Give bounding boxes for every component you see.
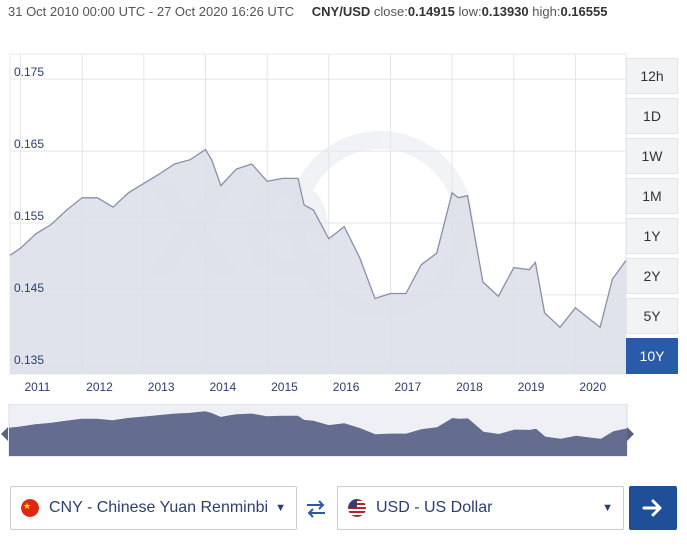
close-label: close:	[373, 4, 408, 19]
currency-pair: CNY/USD	[311, 4, 371, 19]
range-button-2y[interactable]: 2Y	[626, 258, 678, 294]
swap-arrows-icon[interactable]	[303, 497, 329, 521]
close-value: 0.14915	[407, 4, 455, 19]
to-currency-label: USD - US Dollar	[376, 499, 493, 516]
x-tick-label: 2016	[333, 380, 360, 394]
range-selector: 12h 1D 1W 1M 1Y 2Y 5Y 10Y	[626, 58, 678, 378]
china-flag-icon	[21, 499, 39, 517]
range-button-1w[interactable]: 1W	[626, 138, 678, 174]
low-value: 0.13930	[481, 4, 529, 19]
x-tick-label: 2015	[271, 380, 298, 394]
x-tick-label: 2011	[24, 380, 50, 394]
range-button-1m[interactable]: 1M	[626, 178, 678, 214]
chevron-down-icon: ▼	[275, 502, 286, 514]
y-tick-label: 0.155	[14, 209, 44, 223]
series-line	[9, 148, 627, 329]
y-tick-label: 0.145	[14, 281, 44, 295]
chevron-down-icon: ▼	[602, 502, 613, 514]
x-tick-label: 2013	[148, 380, 175, 394]
to-currency-select[interactable]: USD - US Dollar ▼	[337, 486, 624, 530]
x-tick-label: 2012	[86, 380, 113, 394]
us-flag-icon	[348, 499, 366, 517]
navigator-scrollbar[interactable]	[0, 404, 640, 458]
x-tick-label: 2020	[579, 380, 606, 394]
navigator-right-handle-icon[interactable]	[627, 427, 634, 441]
navigator-area	[9, 411, 627, 456]
arrow-right-icon	[642, 499, 662, 517]
x-tick-label: 2017	[394, 380, 421, 394]
range-button-1y[interactable]: 1Y	[626, 218, 678, 254]
range-button-12h[interactable]: 12h	[626, 58, 678, 94]
low-label: low:	[458, 4, 482, 19]
high-value: 0.16555	[560, 4, 608, 19]
date-range: 31 Oct 2010 00:00 UTC - 27 Oct 2020 16:2…	[8, 4, 295, 19]
x-tick-label: 2014	[209, 380, 236, 394]
navigator-left-handle-icon[interactable]	[1, 427, 8, 441]
convert-go-button[interactable]	[629, 486, 677, 530]
y-tick-label: 0.175	[14, 65, 44, 79]
x-tick-label: 2018	[456, 380, 483, 394]
y-tick-label: 0.165	[14, 137, 44, 151]
high-label: high:	[532, 4, 561, 19]
range-button-5y[interactable]: 5Y	[626, 298, 678, 334]
series-area	[10, 149, 626, 374]
chart-header: 31 Oct 2010 00:00 UTC - 27 Oct 2020 16:2…	[8, 4, 683, 24]
y-axis-labels: 0.135 0.145 0.155 0.165 0.175	[14, 65, 44, 367]
from-currency-select[interactable]: CNY - Chinese Yuan Renminbi ▼	[10, 486, 297, 530]
y-tick-label: 0.135	[14, 353, 44, 367]
range-button-1d[interactable]: 1D	[626, 98, 678, 134]
x-axis-labels: 2011 2012 2013 2014 2015 2016 2017 2018 2019 2020	[24, 380, 606, 394]
x-tick-label: 2019	[518, 380, 545, 394]
from-currency-label: CNY - Chinese Yuan Renminbi	[49, 499, 269, 516]
range-button-10y[interactable]: 10Y	[626, 338, 678, 374]
